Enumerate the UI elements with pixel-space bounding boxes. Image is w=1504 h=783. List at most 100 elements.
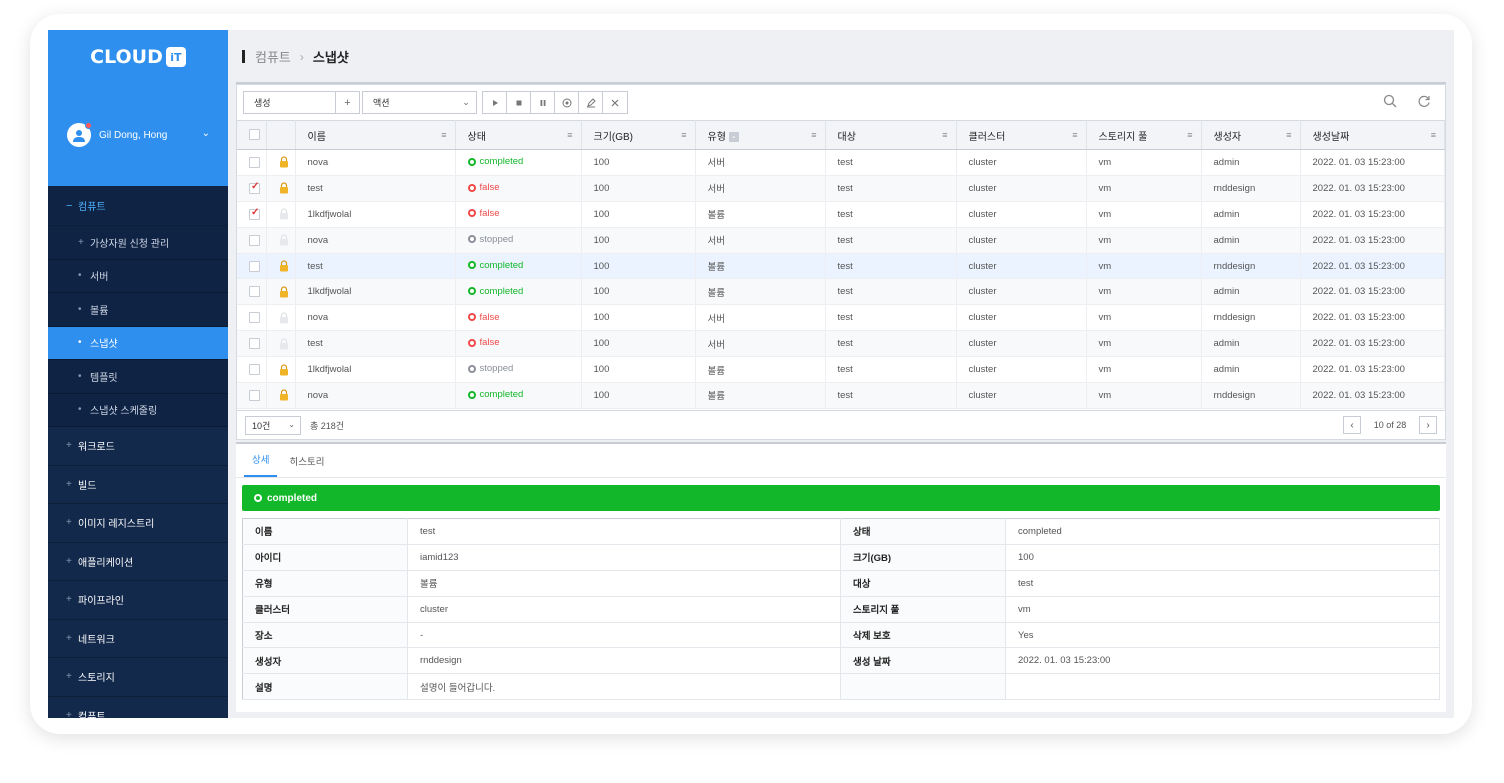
col-header-type[interactable]: 유형 ⌄ ≡ — [695, 120, 826, 150]
column-menu-icon[interactable]: ≡ — [567, 130, 573, 140]
next-page-button[interactable]: › — [1419, 416, 1437, 434]
sidebar-subitem[interactable]: • 스냅샷 스케줄링 — [48, 393, 228, 427]
sidebar-item[interactable]: + 컴퓨트 — [48, 697, 228, 718]
col-header-cluster[interactable]: 클러스터 ≡ — [956, 120, 1087, 150]
col-header-storage-pool[interactable]: 스토리지 풀 ≡ — [1086, 120, 1202, 150]
column-menu-icon[interactable]: ≡ — [1072, 130, 1078, 140]
row-checkbox[interactable] — [249, 338, 260, 350]
row-checkbox[interactable] — [249, 312, 260, 324]
restore-button[interactable] — [555, 92, 579, 113]
unlock-icon[interactable] — [279, 234, 289, 246]
table-row[interactable]: 1lkdfjwolal stopped 100 볼륨 test cluster vm admi… — [237, 356, 1445, 384]
column-menu-icon[interactable]: ≡ — [811, 130, 817, 140]
chevron-down-icon[interactable]: ⌄ — [201, 128, 210, 139]
logo[interactable]: CLOUD iT — [48, 30, 228, 84]
row-select-cell[interactable] — [237, 149, 267, 176]
create-button[interactable]: 생성 + — [243, 91, 360, 114]
detail-key: 삭제 보호 — [840, 622, 1006, 649]
table-row[interactable]: nova false 100 서버 test cluster vm rnddesign 2022… — [237, 304, 1445, 332]
pause-button[interactable] — [531, 92, 555, 113]
sidebar-item[interactable]: + 이미지 레지스트리 — [48, 504, 228, 543]
select-all-cell[interactable] — [237, 120, 267, 150]
delete-button[interactable] — [603, 92, 627, 113]
row-select-cell[interactable] — [237, 356, 267, 384]
row-checkbox[interactable] — [249, 181, 260, 194]
col-header-creator[interactable]: 생성자 ≡ — [1201, 120, 1301, 150]
plus-icon[interactable]: + — [335, 92, 359, 113]
detail-key: 생성 날짜 — [840, 647, 1006, 675]
avatar[interactable] — [67, 122, 92, 147]
tab-detail[interactable]: 상세 — [244, 452, 278, 477]
table-row[interactable]: nova completed 100 서버 test cluster vm admin 2022… — [237, 149, 1445, 176]
tab-history[interactable]: 히스토리 — [289, 457, 325, 468]
col-header-target[interactable]: 대상 ≡ — [825, 120, 957, 150]
lock-icon[interactable] — [279, 156, 289, 168]
row-checkbox[interactable] — [249, 156, 260, 168]
row-checkbox[interactable] — [249, 260, 260, 272]
page-size-select[interactable]: 10건 ⌄ — [245, 415, 301, 435]
sidebar-item-compute[interactable]: − 컴퓨트 — [48, 186, 228, 226]
refresh-icon[interactable] — [1417, 94, 1431, 108]
table-row[interactable]: nova completed 100 볼륨 test cluster vm rnddesign… — [237, 382, 1445, 409]
row-checkbox[interactable] — [249, 286, 260, 298]
col-header-created-date[interactable]: 생성날짜 ≡ — [1300, 120, 1445, 150]
sidebar-subitem[interactable]: • 스냅샷 — [48, 326, 228, 360]
column-menu-icon[interactable]: ≡ — [441, 130, 447, 140]
row-select-cell[interactable] — [237, 253, 267, 280]
table-row[interactable]: testfalse100서버testclustervmrnddesign2022… — [237, 175, 1445, 202]
sidebar-item[interactable]: + 애플리케이션 — [48, 543, 228, 581]
row-select-cell[interactable] — [237, 278, 267, 306]
table-row[interactable]: 1lkdfjwolal completed 100 볼륨 test cluster vm ad… — [237, 278, 1445, 306]
row-select-cell[interactable] — [237, 330, 267, 358]
select-all-checkbox[interactable] — [249, 129, 260, 141]
sidebar-item[interactable]: + 네트워크 — [48, 620, 228, 658]
edit-button[interactable] — [579, 92, 603, 113]
row-select-cell[interactable] — [237, 304, 267, 332]
table-row[interactable]: test false 100 서버 test cluster vm admin 2022. 01… — [237, 330, 1445, 358]
column-menu-icon[interactable]: ≡ — [1430, 130, 1436, 140]
row-checkbox[interactable] — [249, 389, 260, 401]
table-row[interactable]: 1lkdfjwolal false 100볼륨testclustervmadmin2… — [237, 201, 1445, 228]
stop-button[interactable] — [507, 92, 531, 113]
prev-page-button[interactable]: ‹ — [1343, 416, 1361, 434]
sidebar-item[interactable]: + 워크로드 — [48, 427, 228, 466]
row-checkbox[interactable] — [249, 364, 260, 376]
lock-icon[interactable] — [279, 182, 289, 194]
sidebar-subitem[interactable]: • 템플릿 — [48, 360, 228, 394]
sidebar-subitem[interactable]: • 서버 — [48, 259, 228, 293]
column-menu-icon[interactable]: ≡ — [942, 130, 948, 140]
table-row[interactable]: nova stopped 100 서버 test cluster vm admin 2022. … — [237, 227, 1445, 254]
action-select[interactable]: 액션 ⌄ — [362, 91, 477, 114]
column-menu-icon[interactable]: ≡ — [1286, 130, 1292, 140]
unlock-icon[interactable] — [279, 338, 289, 350]
col-header-size[interactable]: 크기(GB) ≡ — [581, 120, 696, 150]
row-checkbox[interactable] — [249, 234, 260, 246]
lock-icon[interactable] — [279, 286, 289, 298]
lock-icon[interactable] — [279, 260, 289, 272]
search-icon[interactable] — [1383, 94, 1397, 108]
unlock-icon[interactable] — [279, 208, 289, 220]
sidebar-subitem[interactable]: + 가상자원 신청 관리 — [48, 226, 228, 260]
row-select-cell[interactable] — [237, 227, 267, 254]
row-select-cell[interactable] — [237, 382, 267, 409]
col-header-name[interactable]: 이름 ≡ — [295, 120, 456, 150]
unlock-icon[interactable] — [279, 312, 289, 324]
filter-dropdown-icon[interactable]: ⌄ — [728, 131, 739, 142]
row-select-cell[interactable] — [237, 201, 267, 228]
lock-icon[interactable] — [279, 389, 289, 401]
lock-icon[interactable] — [279, 363, 289, 376]
col-header-status[interactable]: 상태 ≡ — [455, 120, 582, 150]
row-select-cell[interactable] — [237, 175, 267, 202]
sidebar-item[interactable]: + 빌드 — [48, 466, 228, 504]
table-row[interactable]: test completed 100 볼륨 test cluster vm rnddesign… — [237, 253, 1445, 280]
breadcrumb-parent[interactable]: 컴퓨트 — [255, 50, 291, 65]
user-menu[interactable]: Gil Dong, Hong ⌄ — [48, 84, 228, 186]
column-menu-icon[interactable]: ≡ — [681, 130, 687, 140]
row-checkbox[interactable] — [249, 207, 260, 220]
sidebar-subitem[interactable]: • 볼륨 — [48, 293, 228, 327]
sidebar-item[interactable]: + 스토리지 — [48, 658, 228, 697]
column-menu-icon[interactable]: ≡ — [1187, 130, 1193, 140]
sidebar-item[interactable]: + 파이프라인 — [48, 581, 228, 620]
play-button[interactable] — [483, 92, 507, 113]
pause-icon — [540, 99, 545, 106]
